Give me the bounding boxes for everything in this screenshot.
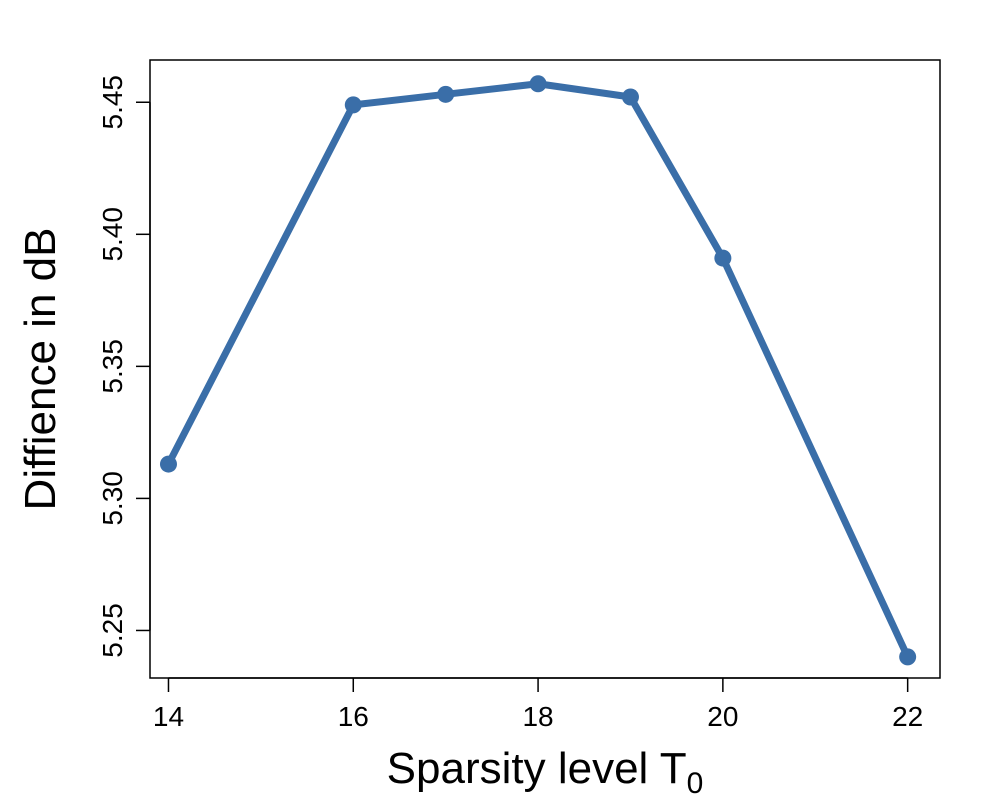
x-axis: 14 16 18 20 22 (153, 677, 923, 732)
data-point (437, 85, 455, 103)
y-axis: 5.25 5.30 5.35 5.40 5.45 (97, 75, 151, 658)
x-axis-title-text: Sparsity level T (387, 744, 687, 793)
data-point (899, 648, 917, 666)
plot-frame (149, 59, 941, 679)
y-axis-title: Diffience in dB (16, 228, 65, 511)
data-point (529, 75, 547, 93)
data-point (159, 455, 177, 473)
series-line (164, 80, 912, 661)
x-tick-label: 20 (707, 701, 738, 732)
x-tick-label: 16 (338, 701, 369, 732)
data-point (621, 88, 639, 106)
x-tick-label: 14 (153, 701, 184, 732)
data-point (344, 96, 362, 114)
x-axis-title-subscript: 0 (687, 767, 704, 800)
data-point (714, 249, 732, 267)
x-tick-label: 18 (522, 701, 553, 732)
y-tick-label: 5.35 (97, 339, 128, 394)
y-tick-label: 5.30 (97, 471, 128, 526)
y-tick-label: 5.25 (97, 603, 128, 658)
y-tick-label: 5.40 (97, 207, 128, 261)
x-tick-label: 22 (892, 701, 923, 732)
data-points (159, 75, 917, 666)
x-axis-title: Sparsity level T0 (387, 744, 704, 800)
y-tick-label: 5.45 (97, 75, 128, 130)
